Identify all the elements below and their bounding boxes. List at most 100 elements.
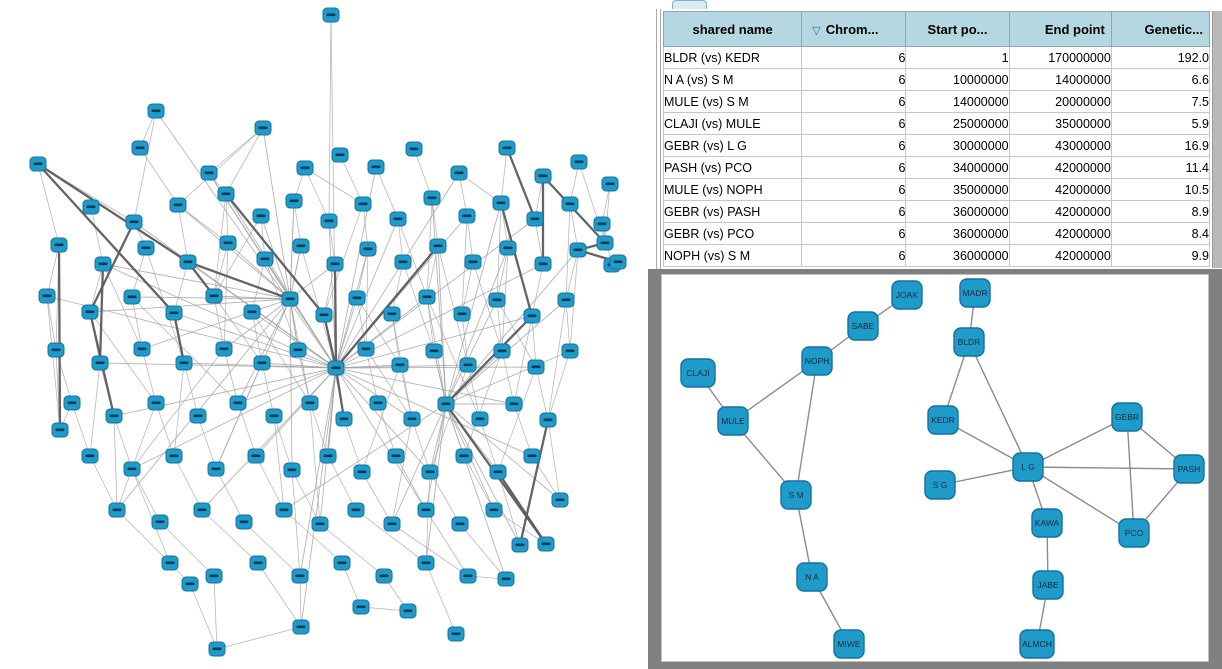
network-node[interactable] [601, 176, 619, 192]
network-node[interactable] [275, 502, 293, 518]
network-node[interactable] [207, 461, 225, 477]
network-node[interactable] [485, 502, 503, 518]
network-node[interactable] [175, 355, 193, 371]
network-node[interactable] [81, 304, 99, 320]
subnetwork-node[interactable]: GEBR [1111, 402, 1143, 432]
network-node[interactable] [47, 342, 65, 358]
network-node[interactable] [326, 256, 344, 272]
table-cell[interactable]: 6.6 [1110, 68, 1211, 91]
network-node[interactable] [256, 251, 274, 267]
table-cell[interactable]: 8.4 [1110, 222, 1211, 245]
network-node[interactable] [292, 619, 310, 635]
table-cell[interactable]: 10000000 [905, 68, 1010, 91]
table-cell[interactable]: 42000000 [1008, 222, 1112, 245]
network-node[interactable] [534, 256, 552, 272]
network-node[interactable] [557, 292, 575, 308]
table-cell[interactable]: NOPH (vs) S M [662, 244, 803, 267]
network-node[interactable] [137, 240, 155, 256]
table-cell[interactable]: 25000000 [905, 112, 1010, 135]
col-header-chromosome[interactable]: ▽ Chrom... [801, 11, 907, 47]
table-cell[interactable]: GEBR (vs) L G [662, 134, 803, 157]
subnetwork-node[interactable]: ALMCH [1019, 629, 1055, 659]
network-node[interactable] [205, 288, 223, 304]
subnetwork-node[interactable]: PASH [1173, 454, 1205, 484]
table-row[interactable]: BLDR (vs) KEDR 6 1 170000000 192.0 [662, 46, 1211, 69]
network-node[interactable] [357, 341, 375, 357]
network-node[interactable] [609, 254, 627, 270]
subnetwork-node[interactable]: SABE [847, 311, 879, 341]
table-cell[interactable]: 6 [801, 134, 907, 157]
table-cell[interactable]: CLAJI (vs) MULE [662, 112, 803, 135]
network-node[interactable] [147, 103, 165, 119]
network-node[interactable] [369, 395, 387, 411]
network-node[interactable] [493, 343, 511, 359]
network-node[interactable] [50, 237, 68, 253]
network-node[interactable] [252, 208, 270, 224]
table-row[interactable]: PASH (vs) PCO 6 34000000 42000000 11.4 [662, 156, 1211, 179]
network-node[interactable] [437, 396, 455, 412]
network-node[interactable] [534, 168, 552, 184]
table-vertical-scrollbar[interactable] [1212, 11, 1222, 268]
network-node[interactable] [133, 341, 151, 357]
subnetwork-node[interactable]: BLDR [953, 327, 985, 357]
network-node[interactable] [125, 214, 143, 230]
table-cell[interactable]: 14000000 [905, 90, 1010, 113]
network-node[interactable] [464, 254, 482, 270]
network-node[interactable] [450, 165, 468, 181]
table-cell[interactable]: 9.9 [1110, 244, 1211, 267]
network-node[interactable] [333, 555, 351, 571]
table-cell[interactable]: 6 [801, 90, 907, 113]
network-node[interactable] [283, 462, 301, 478]
network-node[interactable] [425, 343, 443, 359]
network-node[interactable] [51, 422, 69, 438]
network-node[interactable] [253, 355, 271, 371]
network-node[interactable] [561, 343, 579, 359]
network-node[interactable] [453, 306, 471, 322]
network-node[interactable] [492, 195, 510, 211]
network-node[interactable] [596, 235, 614, 251]
network-node[interactable] [421, 464, 439, 480]
table-cell[interactable]: 6 [801, 112, 907, 135]
subnetwork-node[interactable]: S M [780, 480, 812, 510]
table-row[interactable]: GEBR (vs) PCO 6 36000000 42000000 8.4 [662, 222, 1211, 245]
network-node[interactable] [523, 308, 541, 324]
overview-network-panel[interactable] [0, 0, 648, 669]
network-node[interactable] [105, 408, 123, 424]
network-node[interactable] [289, 342, 307, 358]
subnetwork-svg[interactable]: JOAK MADR SABE NOPH BLDR CLAJI MULE KEDR GEBR L G… [662, 275, 1208, 661]
table-cell[interactable]: 36000000 [905, 222, 1010, 245]
subnetwork-node[interactable]: CLAJI [680, 358, 716, 388]
network-node[interactable] [229, 395, 247, 411]
network-node[interactable] [29, 156, 47, 172]
network-node[interactable] [375, 568, 393, 584]
table-row[interactable]: CLAJI (vs) MULE 6 25000000 35000000 5.9 [662, 112, 1211, 135]
table-cell[interactable]: 10.5 [1110, 178, 1211, 201]
table-cell[interactable]: 42000000 [1008, 178, 1112, 201]
panel-tab-nub[interactable] [672, 0, 707, 9]
network-node[interactable] [235, 514, 253, 530]
network-node[interactable] [81, 448, 99, 464]
subnetwork-node[interactable]: MIWE [833, 629, 865, 659]
network-node[interactable] [359, 241, 377, 257]
filter-icon[interactable]: ▽ [812, 24, 821, 37]
table-cell[interactable]: GEBR (vs) PCO [662, 222, 803, 245]
table-cell[interactable]: 1 [905, 46, 1010, 69]
table-cell[interactable]: MULE (vs) NOPH [662, 178, 803, 201]
network-node[interactable] [291, 568, 309, 584]
network-node[interactable] [94, 256, 112, 272]
network-node[interactable] [417, 555, 435, 571]
subnetwork-node[interactable]: N A [796, 562, 828, 592]
network-node[interactable] [405, 141, 423, 157]
network-node[interactable] [527, 359, 545, 375]
network-node[interactable] [311, 516, 329, 532]
subnetwork-node[interactable]: JABE [1032, 570, 1064, 600]
table-cell[interactable]: 14000000 [1008, 68, 1112, 91]
subnetwork-node[interactable]: KEDR [927, 405, 959, 435]
table-cell[interactable]: GEBR (vs) PASH [662, 200, 803, 223]
subnetwork-node[interactable]: L G [1012, 452, 1044, 482]
table-cell[interactable]: 192.0 [1110, 46, 1211, 69]
network-node[interactable] [327, 360, 345, 376]
network-node[interactable] [292, 238, 310, 254]
network-node[interactable] [418, 289, 436, 305]
col-header-end-point[interactable]: End point [1008, 11, 1112, 47]
